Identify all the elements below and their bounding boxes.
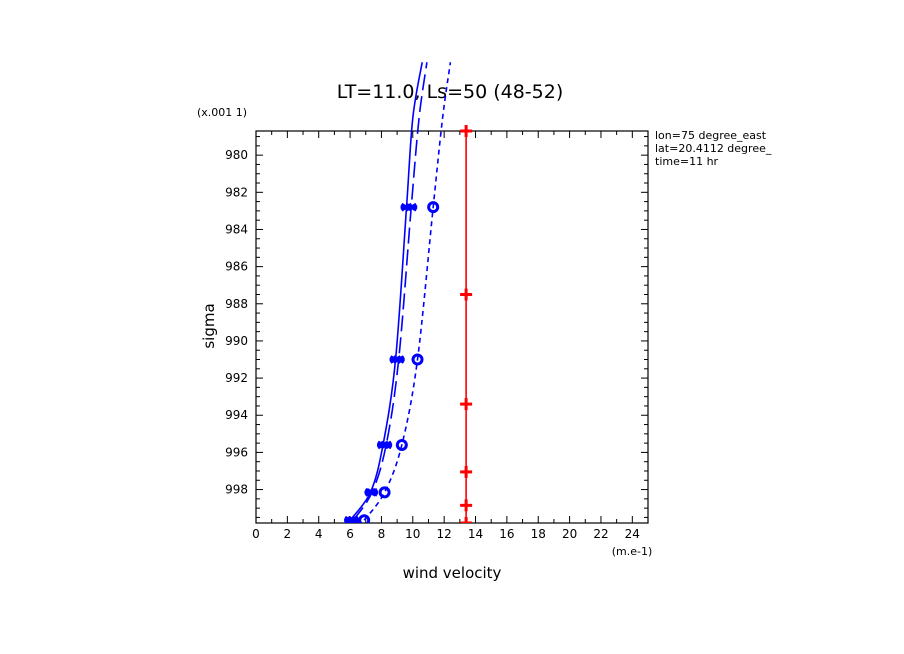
x-tick-label: 22 bbox=[593, 527, 608, 541]
y-tick-label: 980 bbox=[225, 148, 248, 162]
series-point-4 bbox=[460, 465, 473, 478]
x-tick-label: 24 bbox=[625, 527, 640, 541]
x-tick-label: 4 bbox=[315, 527, 323, 541]
y-tick-label: 984 bbox=[225, 222, 248, 236]
plot-frame bbox=[255, 130, 649, 524]
axes-group: 0 2 4 6 8 10 12 14 16 18 20 22 249809829849869889909… bbox=[225, 130, 649, 541]
annotation-lon: lon=75 degree_east bbox=[655, 129, 767, 142]
series-line-2 bbox=[352, 62, 428, 521]
series-point-4 bbox=[460, 125, 473, 137]
x-tick-label: 18 bbox=[531, 527, 546, 541]
series-point-2 bbox=[392, 355, 405, 364]
series-point-4 bbox=[460, 288, 473, 301]
series-point-2 bbox=[347, 515, 360, 523]
series-point-3 bbox=[427, 201, 440, 214]
series-point-2 bbox=[405, 202, 418, 212]
y-tick-label: 992 bbox=[225, 371, 248, 385]
y-tick-label: 998 bbox=[225, 483, 248, 497]
x-tick-label: 14 bbox=[468, 527, 483, 541]
x-unit-label: (m.e-1) bbox=[612, 545, 653, 558]
x-tick-label: 16 bbox=[499, 527, 514, 541]
series-point-2 bbox=[366, 488, 379, 497]
series-point-4 bbox=[460, 499, 473, 512]
series-point-4 bbox=[460, 517, 473, 523]
x-tick-label: 2 bbox=[284, 527, 292, 541]
series-point-3 bbox=[395, 438, 408, 451]
y-axis-label: sigma bbox=[200, 303, 218, 348]
y-tick-label: 996 bbox=[225, 445, 248, 459]
chart-title: LT=11.0, Ls=50 (48-52) bbox=[337, 81, 564, 103]
annotation-lat: lat=20.4112 degree_ bbox=[655, 142, 772, 155]
x-tick-label: 0 bbox=[252, 527, 260, 541]
series-line-1 bbox=[349, 62, 423, 521]
y-tick-label: 994 bbox=[225, 408, 248, 422]
y-tick-label: 988 bbox=[225, 297, 248, 311]
series-point-3 bbox=[378, 486, 391, 499]
series-point-3 bbox=[411, 353, 424, 366]
x-tick-label: 8 bbox=[378, 527, 386, 541]
annotation-time: time=11 hr bbox=[655, 155, 719, 168]
x-axis-label: wind velocity bbox=[403, 564, 502, 582]
x-tick-label: 6 bbox=[346, 527, 354, 541]
series-point-2 bbox=[380, 440, 393, 450]
series-line-3 bbox=[363, 62, 452, 521]
series-group bbox=[344, 62, 473, 523]
x-tick-label: 12 bbox=[437, 527, 452, 541]
x-tick-label: 10 bbox=[405, 527, 420, 541]
y-tick-label: 982 bbox=[225, 185, 248, 199]
x-tick-label: 20 bbox=[562, 527, 577, 541]
series-point-4 bbox=[460, 398, 473, 411]
y-tick-label: 990 bbox=[225, 334, 248, 348]
y-unit-label: (x.001 1) bbox=[197, 106, 247, 119]
y-tick-label: 986 bbox=[225, 260, 248, 274]
series-point-3 bbox=[358, 514, 371, 523]
